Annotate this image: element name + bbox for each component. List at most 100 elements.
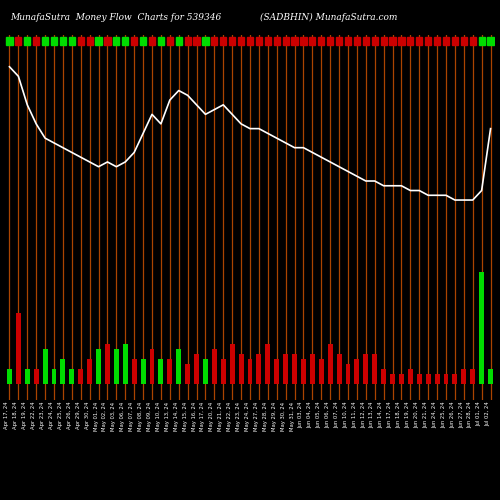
Bar: [68, 36, 75, 44]
Bar: [132, 358, 136, 384]
Bar: [194, 36, 200, 44]
Bar: [7, 369, 12, 384]
Bar: [398, 36, 404, 44]
Bar: [460, 36, 467, 44]
Bar: [336, 354, 342, 384]
Bar: [452, 374, 458, 384]
Bar: [354, 358, 360, 384]
Bar: [238, 354, 244, 384]
Bar: [292, 36, 298, 44]
Bar: [96, 36, 102, 44]
Bar: [390, 36, 396, 44]
Bar: [282, 36, 289, 44]
Bar: [399, 374, 404, 384]
Bar: [256, 354, 262, 384]
Bar: [488, 369, 493, 384]
Bar: [434, 36, 440, 44]
Bar: [408, 369, 413, 384]
Bar: [327, 36, 334, 44]
Bar: [131, 36, 138, 44]
Bar: [211, 36, 218, 44]
Bar: [24, 36, 30, 44]
Bar: [238, 36, 244, 44]
Text: MunafaSutra  Money Flow  Charts for 539346: MunafaSutra Money Flow Charts for 539346: [10, 12, 221, 22]
Bar: [202, 36, 208, 44]
Bar: [274, 358, 279, 384]
Bar: [292, 354, 297, 384]
Bar: [86, 36, 93, 44]
Bar: [42, 348, 48, 384]
Bar: [309, 36, 316, 44]
Bar: [158, 36, 164, 44]
Bar: [140, 36, 146, 44]
Bar: [319, 358, 324, 384]
Bar: [345, 36, 351, 44]
Bar: [470, 36, 476, 44]
Bar: [51, 36, 57, 44]
Bar: [264, 36, 271, 44]
Bar: [470, 369, 475, 384]
Bar: [248, 358, 252, 384]
Bar: [372, 36, 378, 44]
Bar: [123, 344, 128, 384]
Bar: [364, 354, 368, 384]
Bar: [444, 374, 448, 384]
Bar: [42, 36, 48, 44]
Bar: [105, 344, 110, 384]
Bar: [274, 36, 280, 44]
Bar: [6, 36, 12, 44]
Bar: [479, 272, 484, 384]
Bar: [149, 36, 155, 44]
Bar: [70, 369, 74, 384]
Bar: [354, 36, 360, 44]
Bar: [417, 374, 422, 384]
Bar: [256, 36, 262, 44]
Bar: [194, 354, 199, 384]
Bar: [381, 369, 386, 384]
Bar: [336, 36, 342, 44]
Bar: [60, 36, 66, 44]
Bar: [185, 364, 190, 384]
Bar: [168, 358, 172, 384]
Bar: [150, 348, 154, 384]
Bar: [230, 344, 234, 384]
Bar: [266, 344, 270, 384]
Bar: [15, 36, 22, 44]
Bar: [452, 36, 458, 44]
Bar: [166, 36, 173, 44]
Bar: [87, 358, 92, 384]
Bar: [34, 369, 38, 384]
Bar: [362, 36, 369, 44]
Bar: [229, 36, 235, 44]
Bar: [346, 364, 350, 384]
Bar: [203, 358, 208, 384]
Bar: [443, 36, 449, 44]
Bar: [425, 36, 432, 44]
Bar: [300, 36, 306, 44]
Bar: [221, 358, 226, 384]
Bar: [212, 348, 217, 384]
Bar: [33, 36, 40, 44]
Bar: [176, 348, 181, 384]
Bar: [78, 36, 84, 44]
Bar: [220, 36, 226, 44]
Bar: [328, 344, 332, 384]
Bar: [78, 369, 83, 384]
Text: (SADBHIN) MunafaSutra.com: (SADBHIN) MunafaSutra.com: [260, 12, 398, 22]
Bar: [478, 36, 485, 44]
Bar: [416, 36, 422, 44]
Bar: [176, 36, 182, 44]
Bar: [25, 369, 29, 384]
Bar: [113, 36, 119, 44]
Bar: [372, 354, 377, 384]
Bar: [318, 36, 324, 44]
Bar: [158, 358, 164, 384]
Bar: [184, 36, 191, 44]
Bar: [407, 36, 414, 44]
Bar: [380, 36, 387, 44]
Bar: [462, 369, 466, 384]
Bar: [283, 354, 288, 384]
Bar: [140, 358, 145, 384]
Bar: [390, 374, 395, 384]
Bar: [16, 313, 21, 384]
